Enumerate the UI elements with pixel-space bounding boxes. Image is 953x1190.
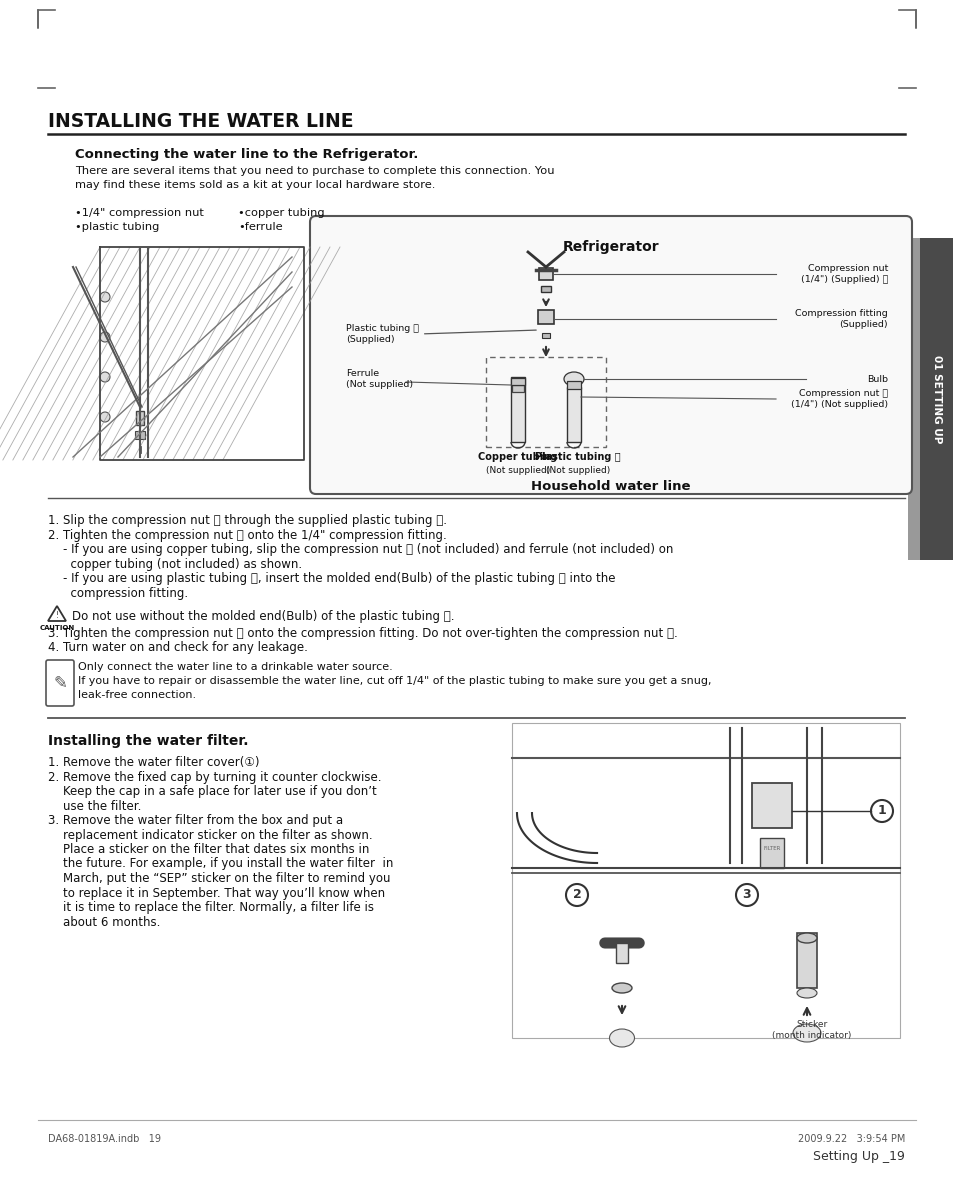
Text: Do not use without the molded end(Bulb) of the plastic tubing Ⓑ.: Do not use without the molded end(Bulb) … xyxy=(71,610,454,624)
Circle shape xyxy=(100,332,110,342)
Bar xyxy=(512,386,523,392)
Ellipse shape xyxy=(796,988,816,998)
Text: (Not supplied): (Not supplied) xyxy=(545,466,610,475)
Bar xyxy=(540,286,551,292)
Text: 2. Tighten the compression nut Ⓐ onto the 1/4" compression fitting.: 2. Tighten the compression nut Ⓐ onto th… xyxy=(48,528,446,541)
Bar xyxy=(135,431,145,439)
Text: •plastic tubing: •plastic tubing xyxy=(75,223,159,232)
Text: the future. For example, if you install the water filter  in: the future. For example, if you install … xyxy=(48,858,393,871)
Bar xyxy=(760,838,783,868)
Circle shape xyxy=(100,372,110,382)
Text: Compression nut Ⓑ
(1/4") (Not supplied): Compression nut Ⓑ (1/4") (Not supplied) xyxy=(790,389,887,408)
Text: 2. Remove the fixed cap by turning it counter clockwise.: 2. Remove the fixed cap by turning it co… xyxy=(48,770,381,783)
Text: Refrigerator: Refrigerator xyxy=(562,240,659,253)
Ellipse shape xyxy=(563,372,583,386)
Bar xyxy=(751,783,791,828)
Circle shape xyxy=(100,412,110,422)
Bar xyxy=(485,357,605,447)
Bar xyxy=(58,237,312,472)
Text: Installing the water filter.: Installing the water filter. xyxy=(48,734,248,749)
Text: Bulb: Bulb xyxy=(866,375,887,383)
Bar xyxy=(616,942,627,963)
Text: Copper tubing: Copper tubing xyxy=(477,452,558,462)
Circle shape xyxy=(565,884,587,906)
Text: If you have to repair or disassemble the water line, cut off 1/4" of the plastic: If you have to repair or disassemble the… xyxy=(78,676,711,685)
Bar xyxy=(537,311,554,324)
Text: 1. Slip the compression nut Ⓐ through the supplied plastic tubing Ⓐ.: 1. Slip the compression nut Ⓐ through th… xyxy=(48,514,447,527)
Ellipse shape xyxy=(609,1029,634,1047)
Text: replacement indicator sticker on the filter as shown.: replacement indicator sticker on the fil… xyxy=(48,828,373,841)
Text: 1. Remove the water filter cover(①): 1. Remove the water filter cover(①) xyxy=(48,756,259,769)
Text: Compression nut
(1/4") (Supplied) Ⓐ: Compression nut (1/4") (Supplied) Ⓐ xyxy=(800,264,887,283)
Text: Place a sticker on the filter that dates six months in: Place a sticker on the filter that dates… xyxy=(48,843,369,856)
Text: ✎: ✎ xyxy=(53,674,67,693)
Bar xyxy=(566,387,580,441)
Text: 01 SETTING UP: 01 SETTING UP xyxy=(931,355,941,443)
Bar xyxy=(136,411,144,425)
Text: or: or xyxy=(537,452,554,462)
Text: Compression fitting
(Supplied): Compression fitting (Supplied) xyxy=(795,309,887,328)
Text: it is time to replace the filter. Normally, a filter life is: it is time to replace the filter. Normal… xyxy=(48,901,374,914)
Text: Plastic tubing Ⓐ
(Supplied): Plastic tubing Ⓐ (Supplied) xyxy=(346,325,536,344)
Text: Keep the cap in a safe place for later use if you don’t: Keep the cap in a safe place for later u… xyxy=(48,785,376,798)
Text: Connecting the water line to the Refrigerator.: Connecting the water line to the Refrige… xyxy=(75,148,418,161)
Text: - If you are using copper tubing, slip the compression nut Ⓑ (not included) and : - If you are using copper tubing, slip t… xyxy=(48,543,673,571)
Text: Sticker
(month indicator): Sticker (month indicator) xyxy=(772,1020,851,1040)
Bar xyxy=(566,381,580,389)
Text: 1: 1 xyxy=(877,804,885,818)
Text: Ferrule
(Not supplied): Ferrule (Not supplied) xyxy=(346,369,413,389)
Text: leak-free connection.: leak-free connection. xyxy=(78,690,196,700)
Bar xyxy=(511,377,524,441)
Text: •1/4" compression nut: •1/4" compression nut xyxy=(75,208,204,218)
Bar xyxy=(538,268,553,280)
Text: 2009.9.22   3:9:54 PM: 2009.9.22 3:9:54 PM xyxy=(797,1134,904,1144)
Bar xyxy=(907,238,919,560)
Text: 3. Tighten the compression nut Ⓑ onto the compression fitting. Do not over-tight: 3. Tighten the compression nut Ⓑ onto th… xyxy=(48,627,677,640)
Text: March, put the “SEP” sticker on the filter to remind you: March, put the “SEP” sticker on the filt… xyxy=(48,872,390,885)
FancyBboxPatch shape xyxy=(310,217,911,494)
Text: •ferrule: •ferrule xyxy=(237,223,282,232)
Text: 4. Turn water on and check for any leakage.: 4. Turn water on and check for any leaka… xyxy=(48,641,308,655)
Text: Plastic tubing Ⓑ: Plastic tubing Ⓑ xyxy=(535,452,620,462)
Text: 2: 2 xyxy=(572,889,580,902)
Bar xyxy=(541,333,550,338)
Text: 3: 3 xyxy=(741,889,751,902)
Bar xyxy=(796,933,816,988)
Circle shape xyxy=(735,884,758,906)
Bar xyxy=(511,378,524,386)
Circle shape xyxy=(870,800,892,822)
Bar xyxy=(512,724,899,1038)
Text: Setting Up _19: Setting Up _19 xyxy=(812,1150,904,1163)
Text: CAUTION: CAUTION xyxy=(39,625,74,631)
Text: 3. Remove the water filter from the box and put a: 3. Remove the water filter from the box … xyxy=(48,814,343,827)
Text: about 6 months.: about 6 months. xyxy=(48,915,160,928)
Text: FILTER: FILTER xyxy=(762,846,780,851)
Ellipse shape xyxy=(612,983,631,992)
Text: (Not supplied): (Not supplied) xyxy=(485,466,550,475)
Text: Only connect the water line to a drinkable water source.: Only connect the water line to a drinkab… xyxy=(78,662,393,672)
Text: There are several items that you need to purchase to complete this connection. Y: There are several items that you need to… xyxy=(75,165,554,190)
Text: use the filter.: use the filter. xyxy=(48,800,141,813)
Text: •copper tubing: •copper tubing xyxy=(237,208,324,218)
Text: !: ! xyxy=(55,612,58,620)
Text: DA68-01819A.indb   19: DA68-01819A.indb 19 xyxy=(48,1134,161,1144)
Text: - If you are using plastic tubing Ⓑ, insert the molded end(Bulb) of the plastic : - If you are using plastic tubing Ⓑ, ins… xyxy=(48,572,615,600)
Ellipse shape xyxy=(792,1025,821,1042)
Ellipse shape xyxy=(796,933,816,942)
Circle shape xyxy=(100,292,110,302)
Text: to replace it in September. That way you’ll know when: to replace it in September. That way you… xyxy=(48,887,385,900)
Bar xyxy=(919,238,953,560)
Text: Household water line: Household water line xyxy=(531,480,690,493)
Text: INSTALLING THE WATER LINE: INSTALLING THE WATER LINE xyxy=(48,112,354,131)
